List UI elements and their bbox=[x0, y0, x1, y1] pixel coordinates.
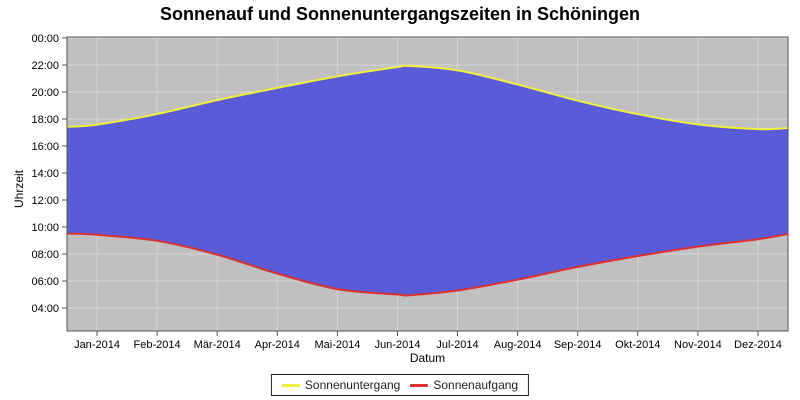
legend-item-sonnenaufgang: Sonnenaufgang bbox=[410, 378, 518, 392]
x-tick-label: Apr-2014 bbox=[255, 339, 300, 351]
legend-label-sonnenuntergang: Sonnenuntergang bbox=[304, 378, 401, 392]
x-tick-label: Sep-2014 bbox=[554, 339, 602, 351]
y-tick-label: 16:00 bbox=[31, 141, 59, 153]
x-tick-label: Jul-2014 bbox=[436, 339, 478, 351]
sunrise-line-swatch-icon bbox=[410, 383, 429, 387]
x-tick-label: Mär-2014 bbox=[194, 339, 241, 351]
x-axis-title: Datum bbox=[409, 351, 446, 365]
sunset-line-swatch-icon bbox=[281, 383, 300, 387]
legend: Sonnenuntergang Sonnenaufgang bbox=[270, 374, 530, 396]
y-tick-label: 14:00 bbox=[31, 168, 59, 180]
x-tick-label: Mai-2014 bbox=[314, 339, 360, 351]
daylight-area bbox=[67, 65, 788, 296]
y-tick-label: 20:00 bbox=[31, 87, 59, 99]
y-tick-label: 08:00 bbox=[31, 249, 59, 261]
plot-border bbox=[66, 36, 789, 332]
x-tick-label: Feb-2014 bbox=[134, 339, 181, 351]
x-tick-label: Dez-2014 bbox=[734, 339, 782, 351]
y-tick-label: 10:00 bbox=[31, 222, 59, 234]
y-tick-label: 04:00 bbox=[31, 303, 59, 315]
x-tick-label: Nov-2014 bbox=[674, 339, 722, 351]
y-axis-title: Uhrzeit bbox=[12, 170, 26, 209]
x-tick-label: Jan-2014 bbox=[74, 339, 120, 351]
x-tick-label: Aug-2014 bbox=[494, 339, 542, 351]
y-tick-label: 12:00 bbox=[31, 195, 59, 207]
y-tick-label: 22:00 bbox=[31, 60, 59, 72]
legend-label-sonnenaufgang: Sonnenaufgang bbox=[433, 378, 519, 392]
x-tick-label: Okt-2014 bbox=[615, 339, 660, 351]
legend-item-sonnenuntergang: Sonnenuntergang bbox=[281, 378, 401, 392]
x-tick-label: Jun-2014 bbox=[375, 339, 421, 351]
y-tick-label: 18:00 bbox=[31, 114, 59, 126]
sunset-line bbox=[66, 64, 789, 131]
chart-title: Sonnenauf und Sonnenuntergangszeiten in … bbox=[160, 4, 640, 24]
y-tick-label: 06:00 bbox=[31, 276, 59, 288]
sunrise-line bbox=[66, 232, 789, 297]
y-tick-label: 00:00 bbox=[31, 33, 59, 45]
